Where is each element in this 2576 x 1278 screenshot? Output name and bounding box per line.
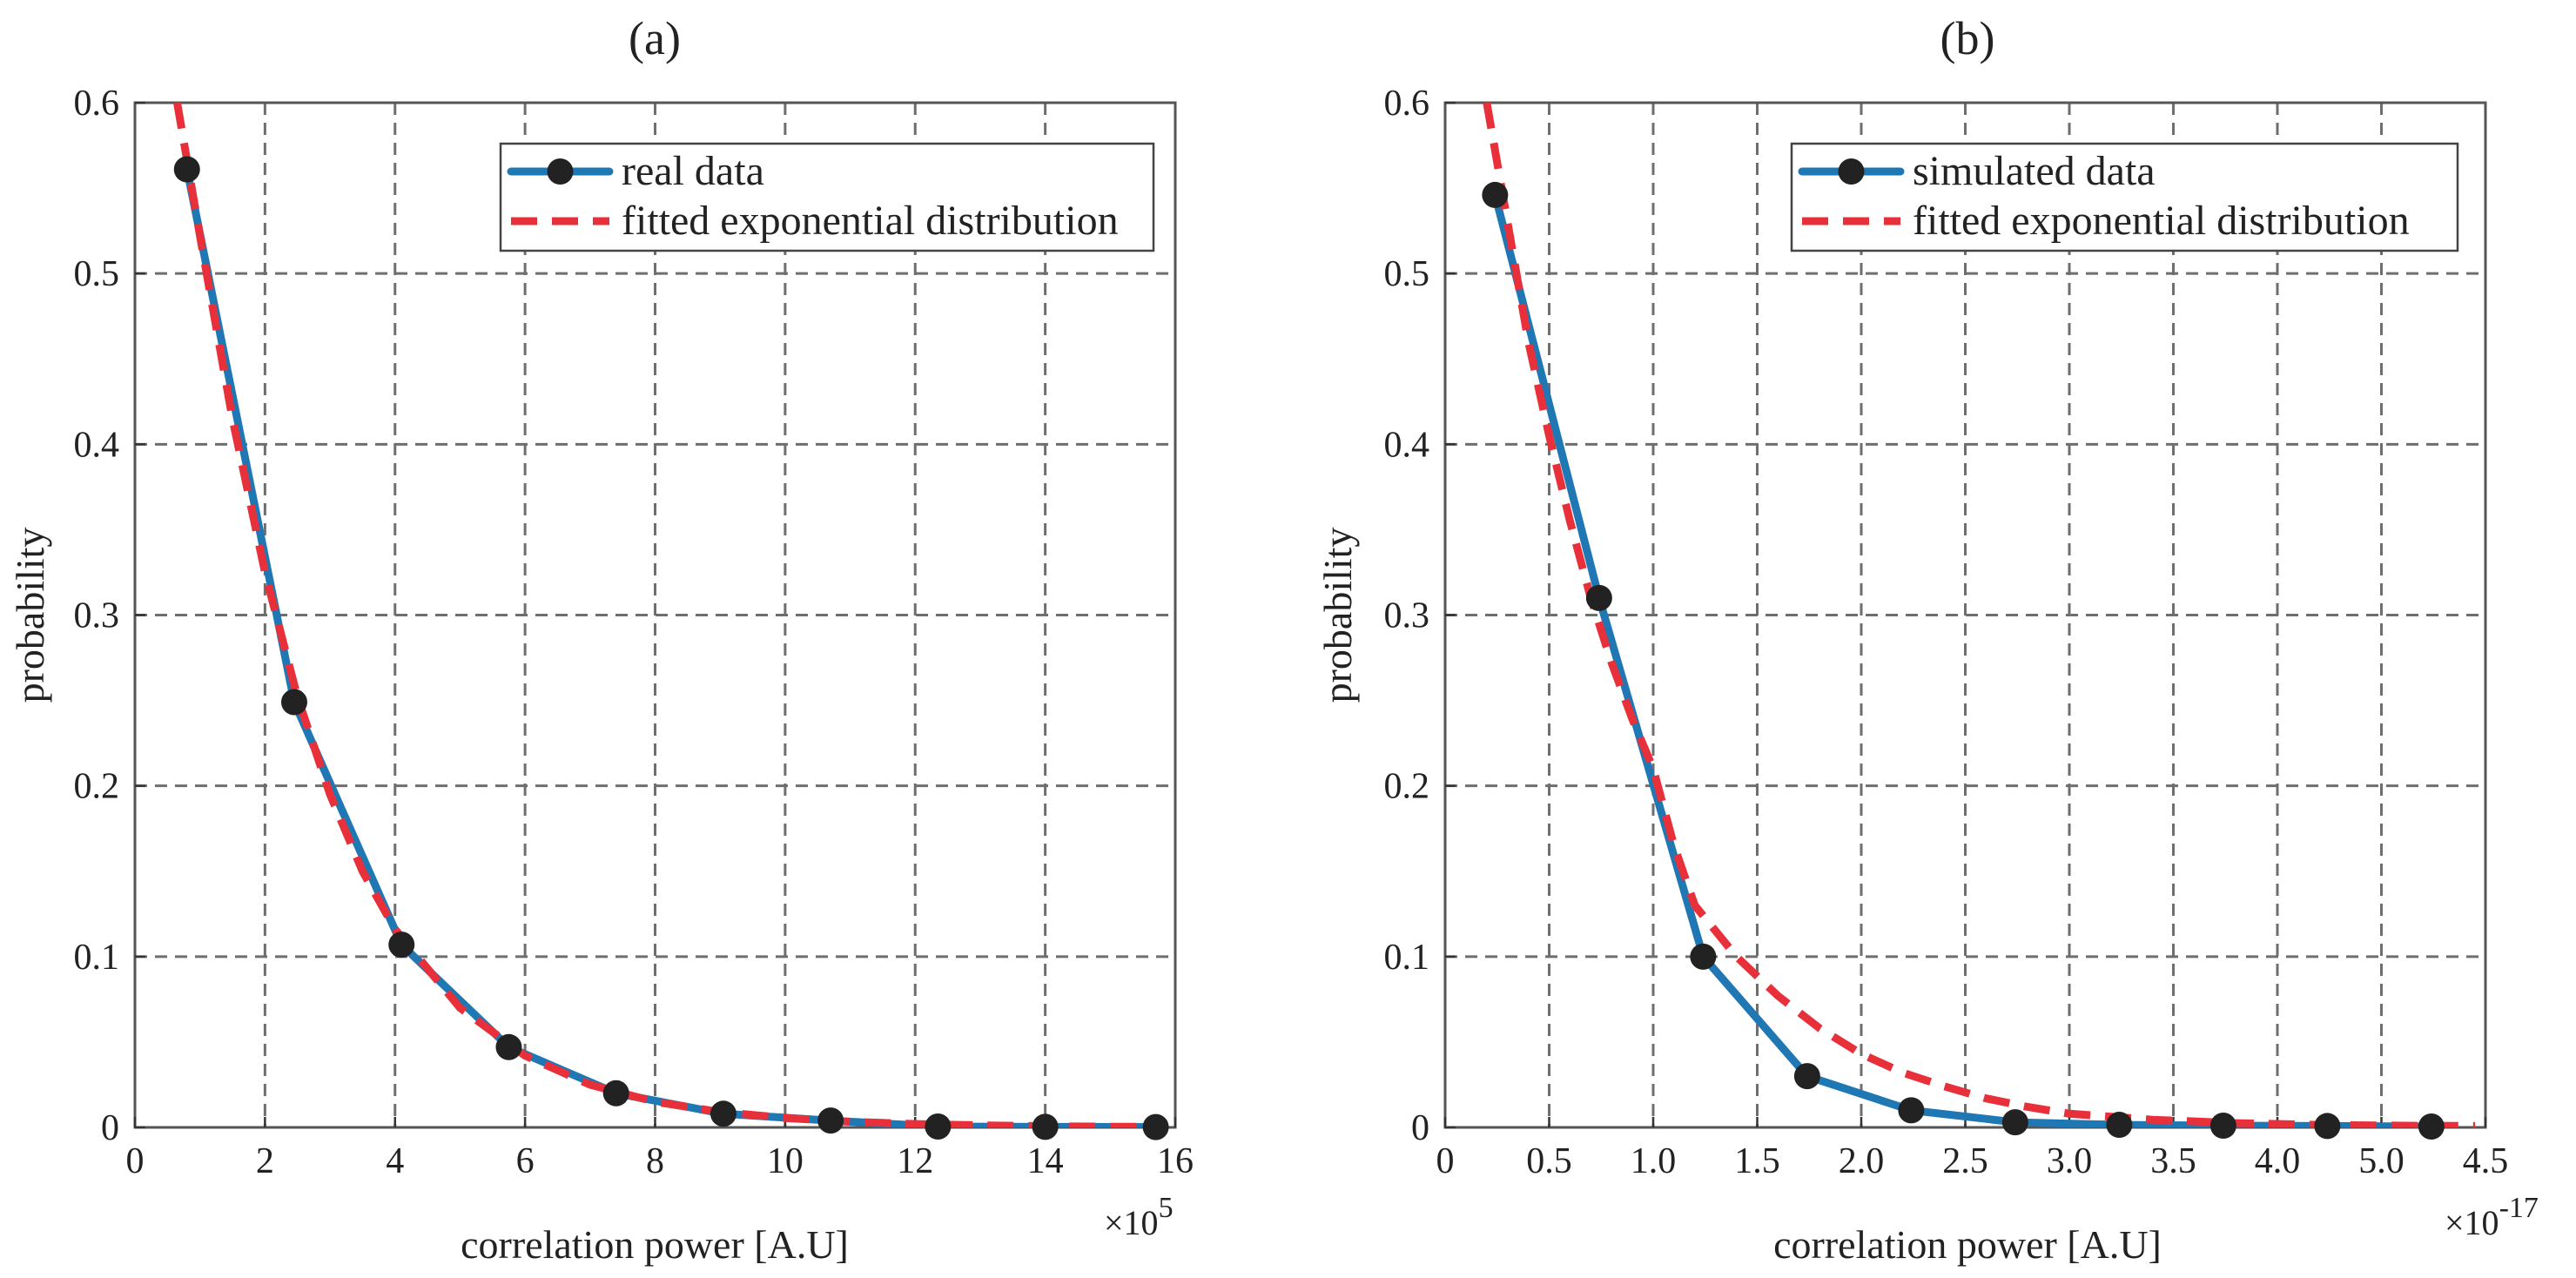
b-x-multiplier-exponent: -17 — [2499, 1192, 2539, 1224]
a-legend-label-0: real data — [622, 148, 764, 194]
b-x-tick-label-8: 4.0 — [2255, 1141, 2301, 1181]
a-x-tick-label-4: 8 — [646, 1141, 664, 1181]
a-data-point-0 — [173, 156, 200, 183]
b-y-axis-label: probability — [1315, 528, 1360, 703]
b-data-point-3 — [1793, 1063, 1820, 1090]
b-x-axis-label: correlation power [A.U] — [1773, 1222, 2162, 1267]
b-series-fit-line — [1483, 103, 2476, 1127]
b-grid — [1445, 103, 2485, 1127]
a-y-tick-label-2: 0.2 — [74, 767, 120, 807]
a-x-tick-label-2: 4 — [386, 1141, 404, 1181]
b-data-point-9 — [2418, 1113, 2445, 1140]
b-data-point-1 — [1585, 584, 1612, 611]
b-data-point-4 — [1898, 1097, 1925, 1124]
b-x-tick-label-9: 5.0 — [2358, 1141, 2404, 1181]
b-data-point-2 — [1690, 943, 1717, 970]
b-y-tick-label-1: 0.1 — [1384, 938, 1430, 978]
a-x-tick-label-3: 6 — [516, 1141, 535, 1181]
a-data-point-2 — [388, 932, 415, 958]
b-legend-box — [1790, 142, 2459, 252]
a-y-tick-label-3: 0.3 — [74, 596, 120, 636]
b-x-multiplier: ×10-17 — [2445, 1192, 2539, 1242]
b-y-tick-label-3: 0.3 — [1384, 596, 1430, 636]
b-legend-label-0: simulated data — [1913, 148, 2156, 194]
b-data-point-6 — [2106, 1112, 2133, 1139]
a-x-tick-label-8: 16 — [1157, 1141, 1194, 1181]
a-grid — [135, 103, 1175, 1127]
b-legend-marker — [1838, 158, 1865, 185]
a-legend-marker — [547, 158, 574, 185]
a-y-tick-label-6: 0.6 — [74, 84, 120, 124]
panel-b: 0 0.5 1.0 1.5 2.0 2.5 3.0 3.5 4.0 5.0 4.5 0 0.1 0.2 0.… — [1315, 12, 2539, 1267]
b-x-tick-label-6: 3.0 — [2047, 1141, 2093, 1181]
a-y-tick-label-1: 0.1 — [74, 938, 120, 978]
b-y-tick-label-4: 0.4 — [1384, 425, 1430, 465]
a-x-multiplier-exponent: 5 — [1159, 1192, 1174, 1224]
a-x-tick-label-1: 2 — [256, 1141, 274, 1181]
a-y-axis-label: probability — [8, 528, 52, 703]
b-x-tick-label-0: 0 — [1436, 1141, 1455, 1181]
b-data-point-7 — [2209, 1113, 2236, 1140]
b-y-tick-label-0: 0 — [1411, 1108, 1429, 1148]
a-data-point-8 — [1032, 1113, 1059, 1140]
b-data-point-5 — [2001, 1109, 2028, 1136]
b-y-tick-label-2: 0.2 — [1384, 767, 1430, 807]
a-x-tick-label-6: 12 — [897, 1141, 933, 1181]
b-x-tick-label-5: 2.5 — [1942, 1141, 1988, 1181]
a-y-tick-label-0: 0 — [101, 1108, 119, 1148]
b-x-multiplier-base: ×10 — [2445, 1203, 2499, 1242]
b-data-point-0 — [1482, 181, 1509, 208]
a-panel-title: (a) — [629, 12, 681, 64]
a-data-point-4 — [602, 1080, 629, 1106]
a-data-point-5 — [710, 1100, 736, 1127]
b-x-tick-label-2: 1.0 — [1631, 1141, 1677, 1181]
a-x-axis-label: correlation power [A.U] — [461, 1222, 849, 1267]
b-x-tick-label-1: 0.5 — [1526, 1141, 1572, 1181]
a-data-point-9 — [1142, 1113, 1169, 1140]
a-x-tick-label-7: 14 — [1027, 1141, 1064, 1181]
a-x-tick-label-0: 0 — [126, 1141, 145, 1181]
a-series-fit-line — [173, 103, 1163, 1127]
b-y-tick-label-6: 0.6 — [1384, 84, 1430, 124]
a-data-point-6 — [817, 1107, 844, 1134]
a-y-tick-label-5: 0.5 — [74, 254, 120, 294]
b-data-point-8 — [2314, 1113, 2341, 1140]
a-x-multiplier: ×105 — [1104, 1192, 1174, 1242]
a-x-multiplier-base: ×10 — [1104, 1203, 1159, 1242]
b-y-tick-label-5: 0.5 — [1384, 254, 1430, 294]
a-x-tick-label-5: 10 — [767, 1141, 804, 1181]
b-panel-title: (b) — [1940, 12, 1995, 64]
a-legend-label-1: fitted exponential distribution — [622, 198, 1119, 244]
a-legend-box — [499, 142, 1155, 252]
panel-a: 0 2 4 6 8 10 12 14 16 0 0.1 0.2 0.3 0.4 0.5 0.6 real dat… — [8, 12, 1194, 1267]
b-x-tick-label-4: 2.0 — [1839, 1141, 1885, 1181]
a-y-tick-label-4: 0.4 — [74, 425, 120, 465]
b-x-tick-label-10: 4.5 — [2463, 1141, 2509, 1181]
a-data-point-7 — [925, 1113, 952, 1140]
b-legend-label-1: fitted exponential distribution — [1913, 198, 2410, 244]
b-x-tick-label-3: 1.5 — [1734, 1141, 1780, 1181]
a-data-point-1 — [280, 689, 307, 716]
a-data-point-3 — [495, 1033, 522, 1060]
b-x-tick-label-7: 3.5 — [2150, 1141, 2196, 1181]
